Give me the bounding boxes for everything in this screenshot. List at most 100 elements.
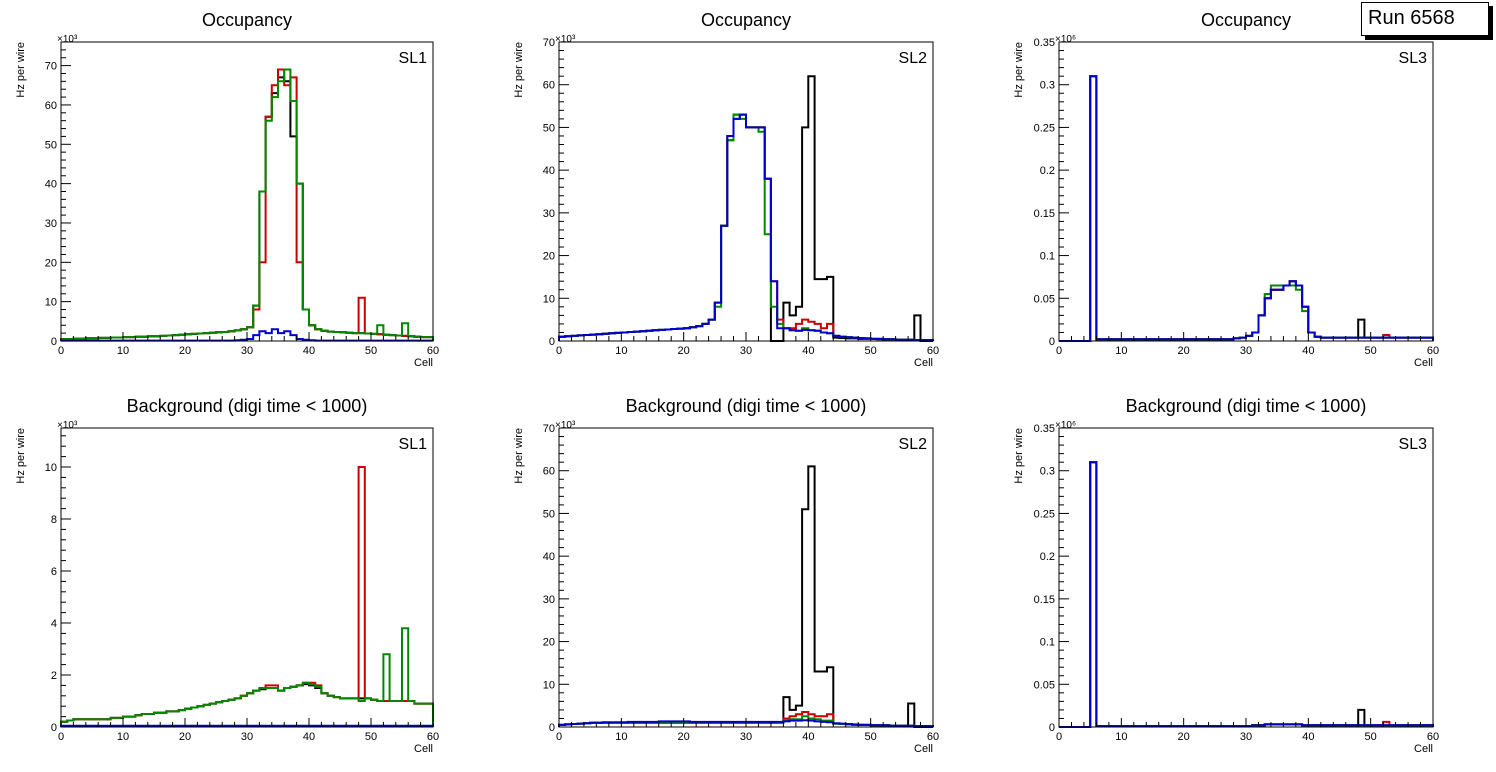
series-black-line [60,76,434,341]
x-tick-label: 20 [179,345,191,357]
x-tick-label: 60 [427,731,439,743]
x-tick-label: 50 [1365,345,1377,357]
chart-title: Occupancy [701,10,791,30]
x-tick-label: 60 [1427,731,1439,743]
x-axis-label: Cell [414,743,433,755]
x-tick-label: 20 [1178,345,1190,357]
plot-frame [558,41,934,342]
x-tick-label: 50 [365,731,377,743]
y-tick-label: 30 [45,218,57,230]
run-label: Run 6568 [1368,7,1455,29]
y-tick-label: 40 [543,165,555,177]
x-tick-label: 0 [58,345,64,357]
plot-frame [60,427,434,728]
chart-title: Background (digi time < 1000) [626,396,867,416]
superlayer-label: SL3 [1399,50,1428,67]
series-red-line [1059,75,1434,342]
x-tick-label: 40 [1302,731,1314,743]
y-tick-label: 60 [45,100,57,112]
x-tick-label: 30 [241,731,253,743]
y-tick-label: 50 [543,122,555,134]
y-tick-label: 0.05 [1034,293,1055,305]
superlayer-label: SL1 [399,436,428,453]
histogram-panel-3: 0 10 20 30 40 50 60 0 0.05 0.1 0.15 0.2 0.25 0.3 0.35 O… [1013,10,1439,369]
series-green-line [1059,461,1434,728]
y-tick-label: 10 [45,462,57,474]
y-tick-label: 20 [543,637,555,649]
y-tick-label: 0 [1049,336,1055,348]
x-tick-label: 0 [58,731,64,743]
x-tick-label: 10 [1115,345,1127,357]
histogram-panel-2: 0 10 20 30 40 50 60 0 10 20 30 40 50 60 70 Occupancy SL2… [513,10,939,369]
x-tick-label: 0 [556,345,562,357]
y-tick-label: 30 [543,594,555,606]
y-tick-label: 0.05 [1034,679,1055,691]
y-tick-label: 60 [543,466,555,478]
chart-title: Background (digi time < 1000) [127,396,368,416]
x-tick-label: 30 [740,731,752,743]
axis-exponent-label: ×10³ [57,34,78,45]
histogram-panel-4: 0 10 20 30 40 50 60 0 2 4 6 8 10 Background (digi tim… [15,396,439,755]
x-tick-label: 30 [241,345,253,357]
y-tick-label: 60 [543,80,555,92]
series-blue-line [1059,75,1434,342]
plot-frame [1058,427,1434,728]
y-tick-label: 0.15 [1034,208,1055,220]
y-tick-label: 40 [543,551,555,563]
superlayer-label: SL2 [899,436,928,453]
plot-frame [60,41,434,342]
y-axis-label: Hz per wire [513,42,525,98]
x-tick-label: 60 [927,345,939,357]
y-tick-label: 40 [45,179,57,191]
x-tick-label: 10 [615,731,627,743]
x-axis-label: Cell [914,357,933,369]
series-red-line [558,113,934,342]
x-tick-label: 30 [1240,731,1252,743]
series-red-line [60,68,434,341]
x-tick-label: 30 [740,345,752,357]
x-tick-label: 10 [1115,731,1127,743]
x-tick-label: 50 [865,345,877,357]
chart-title: Occupancy [202,10,292,30]
x-tick-label: 20 [678,345,690,357]
y-tick-label: 0 [51,336,57,348]
x-tick-label: 10 [615,345,627,357]
x-tick-label: 30 [1240,345,1252,357]
series-blue-line [558,113,934,342]
y-axis-label: Hz per wire [1013,42,1025,98]
histogram-panel-5: 0 10 20 30 40 50 60 0 10 20 30 40 50 60 70 Background (… [513,396,939,755]
axis-exponent-label: ×10⁶ [1055,34,1076,45]
y-tick-label: 50 [45,139,57,151]
y-tick-label: 2 [51,670,57,682]
series-blue-line [1059,461,1434,728]
y-tick-label: 10 [45,297,57,309]
series-black-line [1059,75,1434,342]
y-tick-label: 0.1 [1040,251,1055,263]
y-tick-label: 0.1 [1040,637,1055,649]
superlayer-label: SL1 [399,50,428,67]
x-tick-label: 0 [556,731,562,743]
plot-frame [558,427,934,728]
x-tick-label: 40 [802,731,814,743]
y-tick-label: 0.3 [1040,80,1055,92]
y-tick-label: 10 [543,293,555,305]
y-axis-label: Hz per wire [15,42,27,98]
y-tick-label: 0.3 [1040,466,1055,478]
run-box-frame [1361,2,1489,36]
x-tick-label: 20 [678,731,690,743]
y-tick-label: 4 [51,618,57,630]
x-tick-label: 40 [1302,345,1314,357]
y-tick-label: 6 [51,566,57,578]
y-tick-label: 0.15 [1034,594,1055,606]
y-tick-label: 0.25 [1034,122,1055,134]
y-axis-label: Hz per wire [513,428,525,484]
series-green-line [60,627,434,727]
y-tick-label: 0.35 [1034,423,1055,435]
chart-title: Occupancy [1201,10,1291,30]
x-tick-label: 0 [1056,345,1062,357]
x-axis-label: Cell [914,743,933,755]
x-tick-label: 50 [365,345,377,357]
y-tick-label: 8 [51,514,57,526]
x-axis-label: Cell [414,357,433,369]
